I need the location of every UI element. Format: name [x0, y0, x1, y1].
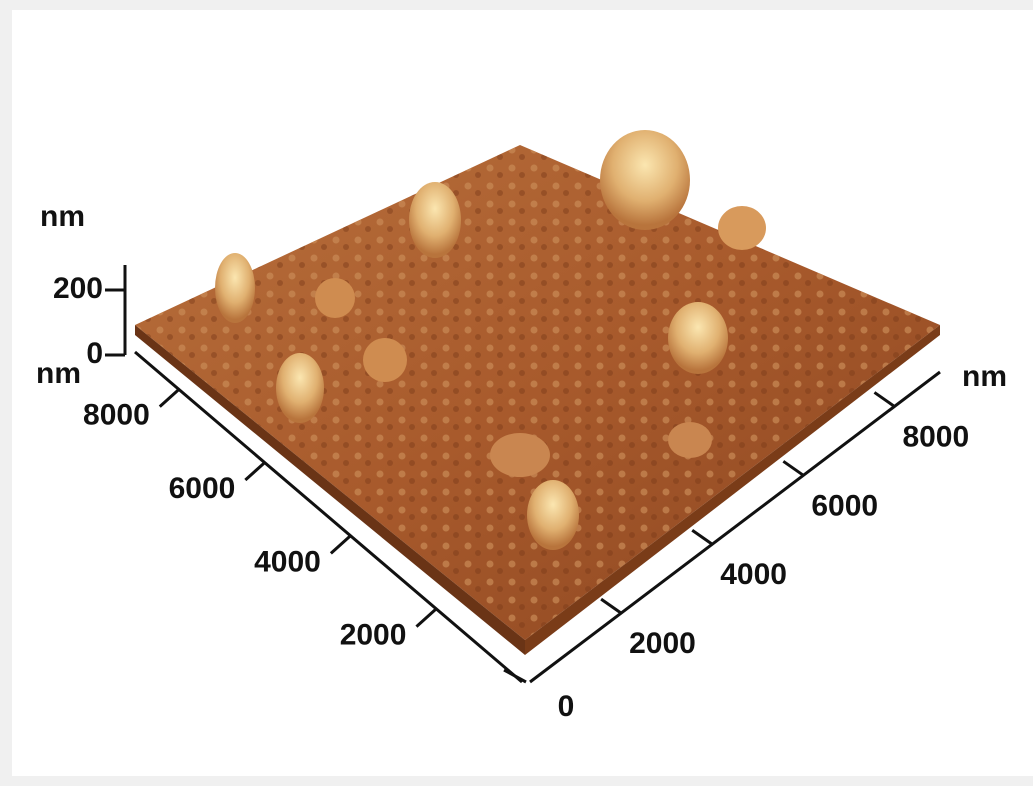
left-axis-unit: nm [36, 357, 81, 390]
right-tick-label: 8000 [902, 420, 969, 453]
left-tick-label: 6000 [169, 472, 236, 505]
left-tick-label: 2000 [340, 619, 407, 652]
tick-mark [692, 530, 712, 544]
tick-mark [874, 392, 894, 406]
tick-mark [331, 535, 351, 553]
tick-mark [783, 461, 803, 475]
right-tick-label: 4000 [720, 558, 787, 591]
left-tick-label: 8000 [83, 399, 150, 432]
right-axis-unit: nm [962, 360, 1007, 393]
tick-mark [504, 670, 526, 682]
tick-mark [160, 389, 180, 407]
tick-mark [416, 609, 436, 627]
afm-figure: nm nm nm 2000400060008000200040006000800… [12, 10, 1033, 776]
tick-mark [601, 599, 621, 613]
tick-mark [245, 462, 265, 480]
z-axis-unit: nm [40, 200, 85, 233]
right-tick-label: 2000 [629, 627, 696, 660]
left-tick-label: 4000 [254, 545, 321, 578]
right-tick-label: 6000 [811, 489, 878, 522]
z-tick-label: 200 [53, 272, 103, 305]
z-tick-label: 0 [86, 337, 103, 370]
page: nm nm nm 2000400060008000200040006000800… [0, 0, 1033, 786]
origin-label: 0 [558, 690, 575, 723]
